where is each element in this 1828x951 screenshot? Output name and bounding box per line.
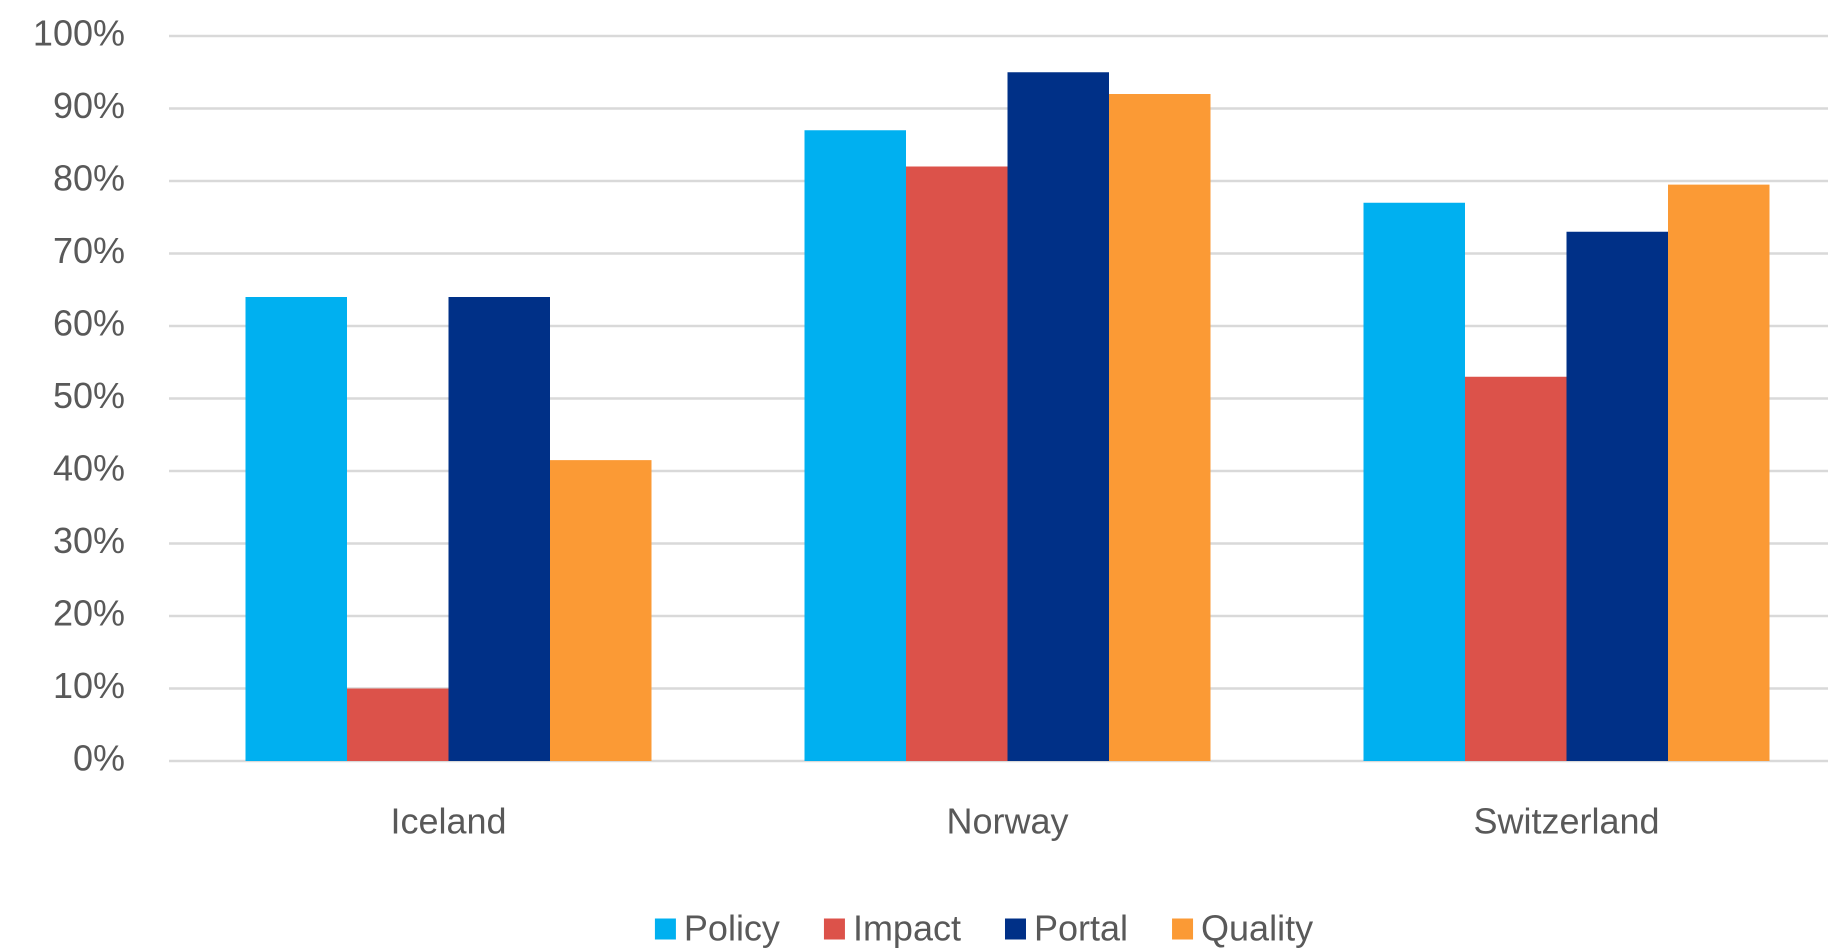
legend-label: Portal	[1034, 908, 1128, 949]
legend-swatch	[1172, 918, 1194, 940]
bar	[1668, 184, 1770, 761]
bar	[804, 130, 906, 761]
legend-swatch	[1004, 918, 1026, 940]
bar	[550, 460, 652, 761]
bar	[1465, 376, 1567, 761]
bar	[245, 297, 347, 761]
legend-label: Impact	[853, 908, 961, 949]
bar	[1109, 94, 1211, 761]
y-tick-label: 100%	[33, 13, 125, 54]
legend-label: Quality	[1201, 908, 1313, 949]
x-tick-label: Iceland	[390, 801, 506, 842]
y-tick-label: 80%	[53, 158, 125, 199]
bar	[1566, 231, 1668, 761]
bar	[347, 688, 449, 761]
bar	[1363, 202, 1465, 761]
y-tick-label: 90%	[53, 85, 125, 126]
bar	[906, 166, 1008, 761]
legend-swatch	[654, 918, 676, 940]
x-tick-label: Norway	[946, 801, 1068, 842]
legend-swatch	[823, 918, 845, 940]
y-tick-label: 0%	[73, 738, 125, 779]
bar	[448, 297, 550, 761]
y-tick-label: 40%	[53, 448, 125, 489]
y-tick-label: 20%	[53, 593, 125, 634]
y-tick-label: 60%	[53, 303, 125, 344]
y-tick-label: 30%	[53, 520, 125, 561]
y-tick-label: 10%	[53, 665, 125, 706]
y-tick-label: 50%	[53, 375, 125, 416]
bar	[1007, 72, 1109, 761]
y-tick-label: 70%	[53, 230, 125, 271]
legend-label: Policy	[684, 908, 780, 949]
x-tick-label: Switzerland	[1473, 801, 1659, 842]
